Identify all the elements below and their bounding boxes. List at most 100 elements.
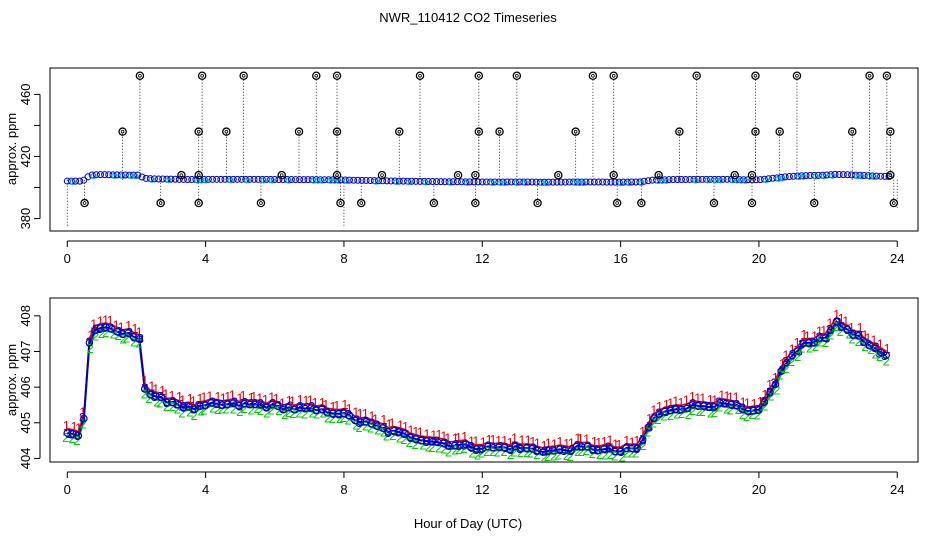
top-outlier-marker [197, 71, 207, 81]
bottom-series-marker-1: 1 [196, 391, 203, 406]
bottom-series-marker-1: 1 [472, 434, 479, 449]
top-y-tick-label: 460 [18, 84, 33, 106]
bottom-mean-point [522, 444, 531, 452]
bottom-series-marker-3: 3 [147, 386, 154, 401]
bottom-series-marker-2: 2 [540, 450, 547, 465]
top-outlier-marker [194, 170, 203, 180]
bottom-y-tick-label: 406 [18, 376, 33, 398]
top-data-point [669, 176, 677, 184]
bottom-series-marker-2: 2 [285, 405, 292, 420]
bottom-series-marker-1: 1 [159, 383, 166, 398]
bottom-series-marker-3: 3 [584, 438, 591, 453]
bottom-series-marker-2: 2 [102, 325, 109, 340]
bottom-series-marker-2: 2 [777, 368, 784, 383]
bottom-series-marker-2: 2 [773, 382, 780, 397]
bottom-series-marker-1: 1 [826, 316, 833, 331]
bottom-series-marker-2: 2 [411, 437, 418, 452]
bottom-series-marker-2: 2 [130, 335, 137, 350]
bottom-series-marker-3: 3 [335, 407, 342, 422]
top-data-point [395, 177, 403, 185]
bottom-series-marker-2: 2 [73, 433, 80, 448]
bottom-mean-point [301, 404, 310, 413]
bottom-series-marker-2: 2 [761, 398, 768, 413]
bottom-mean-point [174, 400, 182, 409]
top-data-point [752, 176, 760, 184]
bottom-series-marker-2: 2 [174, 402, 181, 417]
bottom-series-marker-1: 1 [319, 395, 326, 410]
bottom-series-marker-2: 2 [452, 443, 459, 458]
top-data-point [802, 172, 810, 180]
bottom-series-marker-1: 1 [856, 320, 863, 335]
bottom-series-marker-3: 3 [287, 398, 294, 413]
bottom-series-marker-3: 3 [796, 343, 803, 358]
top-data-point [528, 178, 536, 186]
bottom-series-marker-2: 2 [533, 447, 540, 462]
top-outlier-marker [332, 127, 342, 136]
top-outlier-marker [239, 71, 248, 81]
bottom-series-marker-1: 1 [148, 379, 155, 394]
x-axis-label: Hour of Day (UTC) [414, 516, 522, 531]
bottom-y-tick-label: 407 [18, 341, 33, 363]
bottom-mean-point [318, 405, 326, 414]
bottom-mean-point [600, 445, 608, 453]
top-data-point [175, 175, 183, 183]
bottom-series-marker-2: 2 [507, 447, 514, 462]
bottom-series-marker-3: 3 [190, 402, 197, 417]
bottom-mean-point [417, 436, 426, 445]
top-data-point [101, 171, 109, 179]
bottom-series-marker-2: 2 [236, 404, 243, 419]
top-data-point [134, 171, 142, 179]
bottom-mean-point [157, 393, 166, 402]
bottom-series-marker-3: 3 [798, 336, 805, 351]
bottom-series-marker-1: 1 [362, 406, 369, 421]
top-outlier-marker [612, 198, 622, 208]
bottom-y-tick-label: 405 [18, 412, 33, 434]
bottom-series-marker-2: 2 [191, 408, 198, 423]
bottom-series-marker-3: 3 [533, 443, 540, 458]
bottom-series-marker-3: 3 [856, 328, 863, 343]
bottom-series-marker-3: 3 [184, 399, 191, 414]
top-outlier-marker [775, 127, 784, 136]
bottom-series-marker-2: 2 [754, 407, 761, 422]
bottom-series-marker-1: 1 [90, 316, 97, 331]
bottom-series-marker-1: 1 [723, 388, 730, 403]
bottom-series-marker-3: 3 [345, 407, 352, 422]
bottom-series-marker-2: 2 [362, 419, 369, 434]
bottom-mean-point [445, 442, 453, 450]
bottom-series-marker-1: 1 [861, 327, 868, 342]
bottom-series-marker-1: 1 [639, 424, 646, 439]
bottom-series-marker-3: 3 [623, 440, 630, 455]
bottom-series-marker-1: 1 [782, 347, 789, 362]
bottom-series-marker-2: 2 [230, 401, 237, 416]
bottom-mean-point [273, 402, 282, 410]
bottom-series-marker-2: 2 [483, 444, 490, 459]
bottom-series-marker-2: 2 [650, 415, 657, 430]
bottom-series-marker-3: 3 [655, 406, 662, 421]
bottom-series-marker-2: 2 [324, 410, 331, 425]
top-data-point [213, 175, 221, 183]
bottom-series-marker-3: 3 [502, 440, 509, 455]
bottom-series-marker-2: 2 [329, 411, 336, 426]
bottom-series-marker-3: 3 [662, 404, 669, 419]
bottom-series-marker-3: 3 [65, 426, 72, 441]
top-data-point [379, 177, 387, 185]
bottom-series-marker-3: 3 [695, 398, 702, 413]
bottom-series-marker-2: 2 [186, 404, 193, 419]
bottom-mean-point [649, 414, 658, 422]
top-outlier-marker [792, 71, 802, 81]
bottom-series-marker-1: 1 [766, 377, 773, 392]
bottom-mean-point [744, 407, 752, 415]
top-data-point [665, 176, 673, 184]
bottom-series-marker-2: 2 [114, 328, 121, 343]
top-data-point [184, 176, 192, 184]
bottom-series-marker-2: 2 [281, 407, 288, 422]
bottom-series-marker-3: 3 [461, 437, 468, 452]
bottom-series-marker-3: 3 [556, 442, 563, 457]
bottom-mean-point [699, 402, 708, 410]
bottom-series-marker-3: 3 [477, 442, 484, 457]
top-data-point [229, 175, 237, 183]
bottom-series-marker-1: 1 [501, 433, 508, 448]
bottom-series-marker-1: 1 [131, 321, 138, 336]
top-outlier-marker [471, 170, 480, 180]
bottom-series-marker-1: 1 [689, 389, 696, 404]
